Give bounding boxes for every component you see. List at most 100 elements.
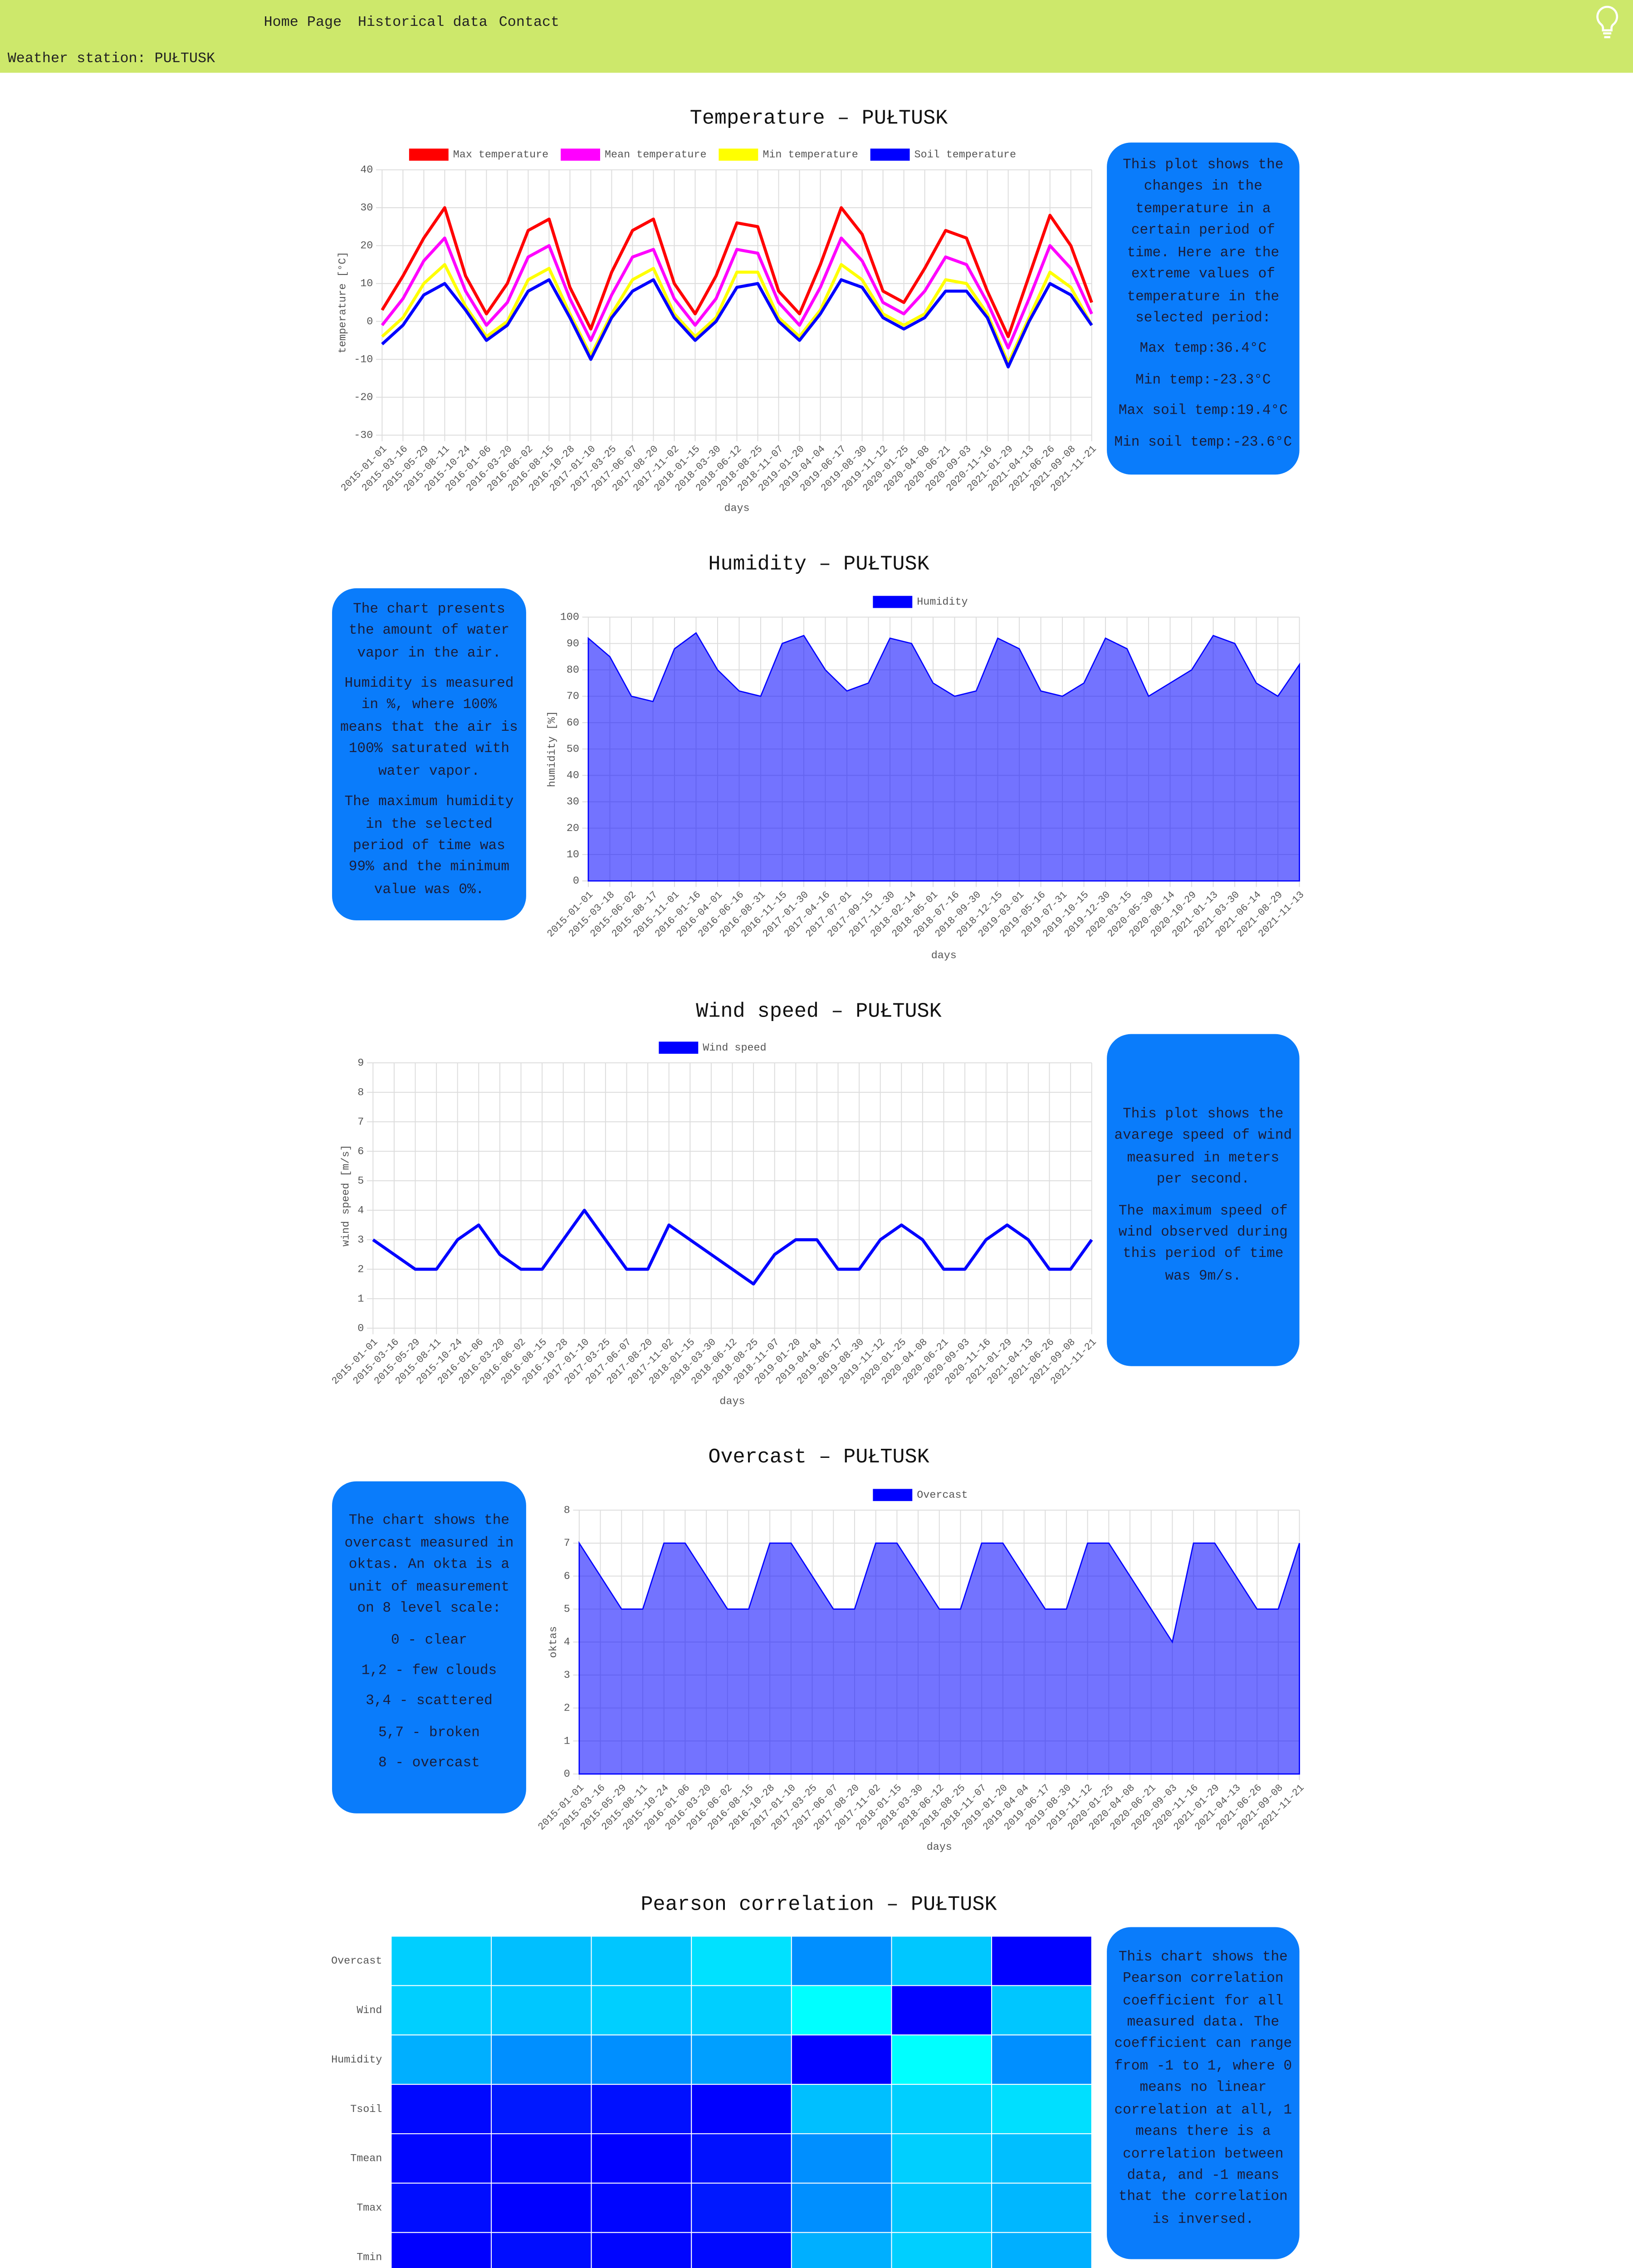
heatmap-cell xyxy=(691,1936,792,1986)
y-tick-label: 90 xyxy=(567,638,579,650)
y-tick-label: 2 xyxy=(357,1264,364,1276)
heatmap-cell xyxy=(491,2232,592,2268)
y-axis-label: oktas xyxy=(548,1626,560,1658)
panel-text: 3,4 - scattered xyxy=(366,1692,493,1710)
y-tick-label: -10 xyxy=(354,354,373,366)
info-panel: This plot shows the avarege speed of win… xyxy=(1107,1034,1300,1366)
panel-text: 5,7 - broken xyxy=(378,1723,480,1740)
heatmap-cell xyxy=(891,2232,993,2268)
chart-title: Humidity – PUŁTUSK xyxy=(708,552,929,576)
header: Home Page Historical data Contact Weathe… xyxy=(0,0,1633,73)
heatmap-cell xyxy=(391,2084,492,2135)
heatmap-cell xyxy=(991,1985,1092,2036)
heatmap-cell xyxy=(991,1936,1092,1986)
y-tick-label: 60 xyxy=(567,717,579,729)
y-axis-label: wind speed [m/s] xyxy=(340,1144,352,1246)
y-tick-label: Tmin xyxy=(357,2252,382,2263)
panel-text: This plot shows the changes in the tempe… xyxy=(1123,156,1284,326)
y-tick-label: 6 xyxy=(357,1146,364,1158)
heatmap-cell xyxy=(791,2232,892,2268)
station-name: Weather station: PUŁTUSK xyxy=(7,50,215,67)
y-tick-label: 3 xyxy=(564,1670,570,1681)
legend-label: Min temperature xyxy=(763,149,858,161)
legend-swatch xyxy=(561,148,601,161)
heatmap-cell xyxy=(791,1985,892,2036)
y-tick-label: 20 xyxy=(360,240,373,252)
y-tick-label: 2 xyxy=(564,1703,570,1715)
x-axis-label: days xyxy=(724,503,749,514)
heatmap-cell xyxy=(691,2133,792,2184)
heatmap-cell xyxy=(591,2182,692,2233)
panel-text: The maximum humidity in the selected per… xyxy=(344,793,514,897)
legend-label: Soil temperature xyxy=(914,149,1016,161)
area xyxy=(578,1541,1300,1775)
y-tick-label: 1 xyxy=(564,1735,570,1747)
info-panel: This chart shows the Pearson correlation… xyxy=(1107,1927,1300,2259)
y-tick-label: Tmean xyxy=(350,2153,382,2165)
heatmap-cell xyxy=(391,2232,492,2268)
y-axis-label: humidity [%] xyxy=(547,711,558,787)
y-tick-label: 30 xyxy=(360,202,373,214)
heatmap-cell xyxy=(991,2034,1092,2085)
area xyxy=(587,632,1300,882)
line xyxy=(381,236,1093,350)
heatmap-cell xyxy=(891,2133,993,2184)
panel-text: This chart shows the Pearson correlation… xyxy=(1114,1948,1292,2227)
heatmap-cell xyxy=(391,2133,492,2184)
y-tick-label: 8 xyxy=(564,1505,570,1516)
heatmap-cell xyxy=(691,2182,792,2233)
y-tick-label: 0 xyxy=(357,1323,364,1334)
heatmap-cell xyxy=(691,1985,792,2036)
legend-swatch xyxy=(873,596,913,608)
heatmap-cell xyxy=(391,2182,492,2233)
heatmap-cell xyxy=(591,1936,692,1986)
x-axis-label: days xyxy=(719,1396,745,1408)
chart-title: Wind speed – PUŁTUSK xyxy=(696,999,942,1023)
theme-toggle[interactable] xyxy=(1594,5,1621,41)
heatmap-cell xyxy=(991,2084,1092,2135)
y-axis-label: temperature [°C] xyxy=(337,252,349,353)
legend-label: Humidity xyxy=(917,596,968,608)
heatmap-cell xyxy=(791,2182,892,2233)
y-tick-label: 0 xyxy=(573,875,579,887)
chart-title: Pearson correlation – PUŁTUSK xyxy=(640,1892,997,1916)
heatmap-cell xyxy=(391,1936,492,1986)
legend-swatch xyxy=(659,1041,699,1054)
nav-link[interactable]: Historical data xyxy=(357,14,488,30)
panel-text: Humidity is measured in %, where 100% me… xyxy=(340,675,518,779)
heatmap-cell xyxy=(491,1936,592,1986)
panel-text: This plot shows the avarege speed of win… xyxy=(1114,1105,1292,1188)
line xyxy=(381,206,1093,338)
panel-text: The maximum speed of wind observed durin… xyxy=(1118,1202,1288,1284)
line xyxy=(372,1208,1093,1286)
nav-link[interactable]: Contact xyxy=(499,14,560,30)
heatmap-cell xyxy=(991,2232,1092,2268)
heatmap-cell xyxy=(391,2034,492,2085)
heatmap-cell xyxy=(591,2034,692,2085)
y-tick-label: 0 xyxy=(564,1769,570,1780)
heatmap-cell xyxy=(691,2232,792,2268)
y-tick-label: 6 xyxy=(564,1571,570,1583)
nav-link[interactable]: Home Page xyxy=(264,14,342,30)
heatmap-cell xyxy=(891,1936,993,1986)
panel-text: The chart presents the amount of water v… xyxy=(348,600,510,661)
heatmap-cell xyxy=(791,2084,892,2135)
y-tick-label: 30 xyxy=(567,797,579,808)
y-tick-label: 10 xyxy=(360,278,373,290)
panel-text: Min soil temp:-23.6°C xyxy=(1114,433,1292,450)
y-tick-label: 9 xyxy=(357,1057,364,1069)
y-tick-label: 40 xyxy=(360,165,373,176)
info-panel: This plot shows the changes in the tempe… xyxy=(1107,142,1300,475)
heatmap-cell xyxy=(891,1985,993,2036)
y-tick-label: Humidity xyxy=(331,2054,382,2066)
x-axis-label: days xyxy=(931,950,957,962)
heatmap-cell xyxy=(591,2232,692,2268)
heatmap-cell xyxy=(491,2133,592,2184)
legend-label: Overcast xyxy=(917,1490,968,1501)
heatmap-cell xyxy=(791,1936,892,1986)
heatmap-cell xyxy=(991,2182,1092,2233)
heatmap-cell xyxy=(991,2133,1092,2184)
